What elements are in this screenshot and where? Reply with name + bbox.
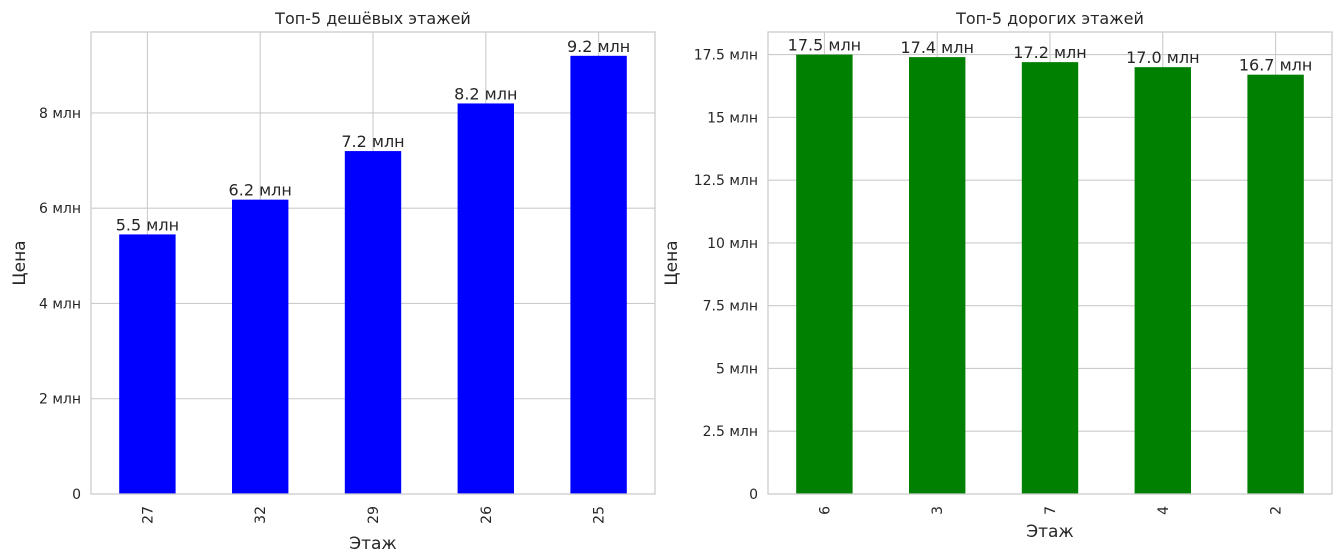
x-tick-label: 3 <box>930 506 946 515</box>
bar-value-label: 17.5 млн <box>788 36 861 55</box>
y-tick-label: 15 млн <box>707 110 758 126</box>
y-ticks: 0 2.5 млн 5 млн 7.5 млн 10 млн 12.5 млн 15 млн… <box>694 48 758 503</box>
bar <box>232 199 289 494</box>
x-tick-label: 27 <box>140 506 156 524</box>
y-tick-label: 0 <box>72 487 81 503</box>
bar-value-label: 8.2 млн <box>454 84 517 103</box>
cheap-floors-chart: Топ-5 дешёвых этажей 0 2 млн 4 млн 6 млн 8 м… <box>10 9 656 554</box>
x-tick-label: 26 <box>479 506 495 524</box>
x-axis-label: Этаж <box>1026 522 1074 542</box>
chart-title: Топ-5 дорогих этажей <box>955 9 1144 28</box>
bar-value-labels: 17.5 млн 17.4 млн 17.2 млн 17.0 млн 16.7 млн <box>788 36 1313 75</box>
x-tick-label: 29 <box>366 506 382 524</box>
bar-value-label: 17.4 млн <box>900 38 973 57</box>
y-ticks: 0 2 млн 4 млн 6 млн 8 млн <box>39 106 81 503</box>
bar <box>457 103 514 494</box>
y-tick-label: 7.5 млн <box>703 299 758 315</box>
x-tick-label: 4 <box>1156 506 1172 515</box>
x-tick-label: 7 <box>1043 506 1059 515</box>
bar-value-labels: 5.5 млн 6.2 млн 7.2 млн 8.2 млн 9.2 млн <box>116 37 630 235</box>
y-tick-label: 0 <box>749 487 758 503</box>
bar-value-label: 9.2 млн <box>567 37 630 56</box>
x-ticks: 27 32 29 26 25 <box>140 506 607 524</box>
x-axis-label: Этаж <box>349 534 397 554</box>
x-tick-label: 25 <box>592 506 608 524</box>
y-tick-label: 2 млн <box>39 392 81 408</box>
y-tick-label: 5 млн <box>716 361 758 377</box>
bar <box>909 57 966 494</box>
x-tick-label: 6 <box>817 506 833 515</box>
bar-value-label: 16.7 млн <box>1239 56 1312 75</box>
y-tick-label: 17.5 млн <box>694 48 758 64</box>
x-tick-label: 32 <box>253 506 269 524</box>
bar <box>1247 74 1304 494</box>
bar-value-label: 5.5 млн <box>116 215 179 234</box>
y-tick-label: 10 млн <box>707 236 758 252</box>
bar-value-label: 17.0 млн <box>1126 48 1199 67</box>
bar-value-label: 7.2 млн <box>341 132 404 151</box>
bar-value-label: 17.2 млн <box>1013 43 1086 62</box>
x-tick-label: 2 <box>1269 506 1285 515</box>
y-tick-label: 2.5 млн <box>703 424 758 440</box>
y-axis-label: Цена <box>662 240 682 285</box>
bars <box>119 55 627 495</box>
expensive-floors-chart: Топ-5 дорогих этажей 0 2.5 млн 5 млн 7.5 мл… <box>662 9 1333 542</box>
y-tick-label: 4 млн <box>39 296 81 312</box>
bar <box>1021 62 1079 495</box>
bar <box>119 234 176 495</box>
bar <box>570 55 627 495</box>
bar <box>344 151 402 495</box>
chart-title: Топ-5 дешёвых этажей <box>274 9 471 28</box>
plot-frame <box>767 31 1333 495</box>
x-ticks: 6 3 7 4 2 <box>817 506 1284 515</box>
bar-value-label: 6.2 млн <box>229 181 292 200</box>
y-tick-label: 8 млн <box>39 106 81 122</box>
y-tick-label: 6 млн <box>39 201 81 217</box>
y-axis-label: Цена <box>10 240 30 285</box>
bar <box>1134 67 1191 495</box>
y-tick-label: 12.5 млн <box>694 173 758 189</box>
plot-frame <box>90 31 656 495</box>
bars <box>796 54 1304 495</box>
bar <box>796 54 853 494</box>
